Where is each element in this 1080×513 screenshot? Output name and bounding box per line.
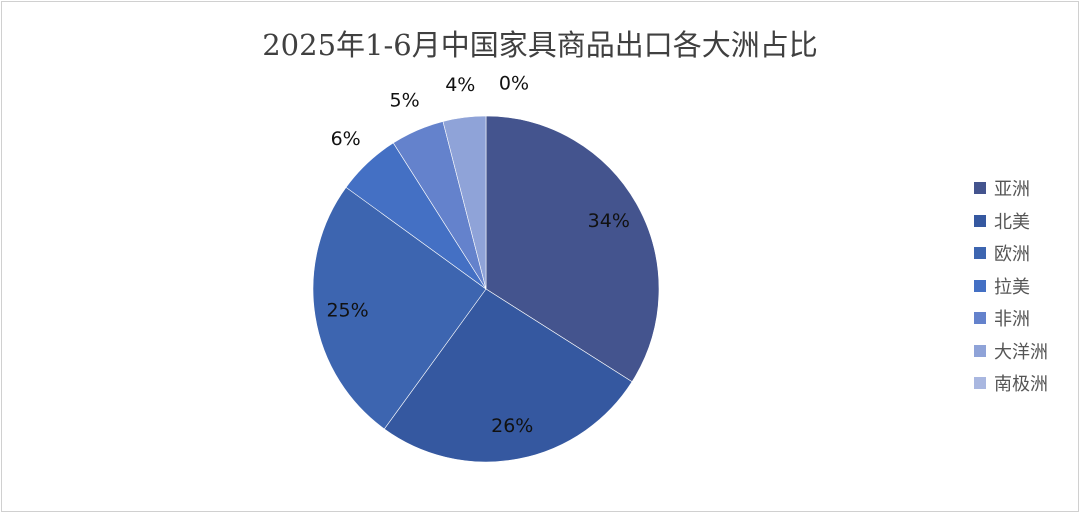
legend-swatch	[974, 214, 986, 227]
chart-title: 2025年1-6月中国家具商品出口各大洲占比	[262, 28, 818, 62]
legend-label: 欧洲	[994, 244, 1030, 266]
pie-slice-0	[485, 115, 660, 383]
legend-swatch	[974, 344, 986, 357]
legend-item: 北美	[974, 205, 1048, 238]
legend-label: 北美	[994, 211, 1030, 233]
legend-label: 拉美	[994, 276, 1030, 298]
data-label: 34%	[588, 210, 630, 232]
legend-swatch	[974, 279, 986, 292]
legend-item: 拉美	[974, 270, 1048, 303]
data-label: 26%	[491, 415, 533, 437]
legend-swatch	[974, 312, 986, 325]
legend: 亚洲北美欧洲拉美非洲大洋洲南极洲	[974, 172, 1048, 400]
legend-swatch	[974, 377, 986, 390]
data-label: 0%	[499, 73, 529, 95]
pie-slice-5	[442, 115, 487, 290]
legend-item: 大洋洲	[974, 335, 1048, 368]
legend-item: 南极洲	[974, 367, 1048, 400]
pie-slice-1	[383, 288, 633, 463]
legend-item: 亚洲	[974, 172, 1048, 205]
data-label: 25%	[326, 299, 368, 321]
legend-label: 南极洲	[994, 374, 1048, 396]
data-label: 5%	[390, 89, 420, 111]
legend-item: 欧洲	[974, 237, 1048, 270]
legend-item: 非洲	[974, 302, 1048, 335]
legend-label: 非洲	[994, 309, 1030, 331]
legend-label: 大洋洲	[994, 341, 1048, 363]
data-label: 6%	[331, 128, 361, 150]
data-label: 4%	[445, 74, 475, 96]
legend-swatch	[974, 247, 986, 260]
legend-label: 亚洲	[994, 179, 1030, 201]
pie-slice-2	[312, 186, 487, 430]
legend-swatch	[974, 182, 986, 195]
